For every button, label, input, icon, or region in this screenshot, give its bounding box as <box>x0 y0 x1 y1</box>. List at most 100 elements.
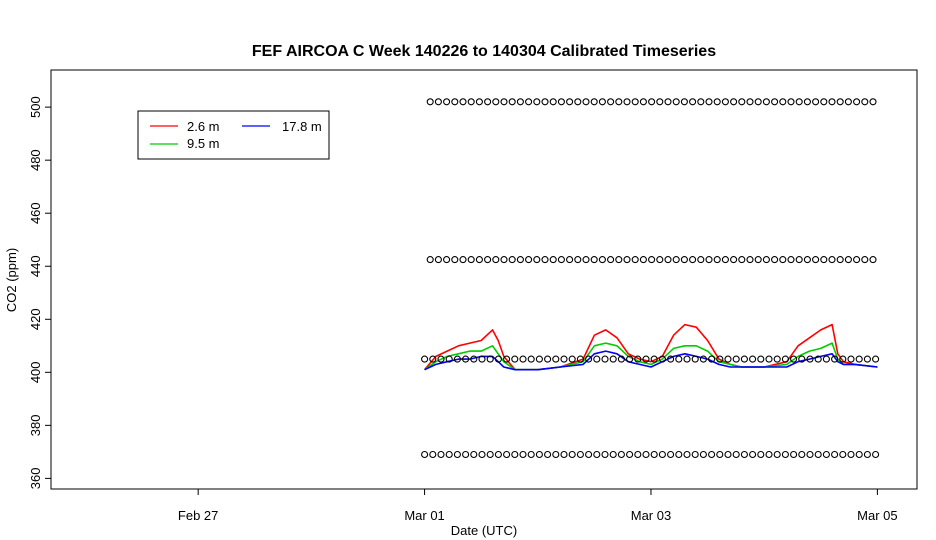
calibration-point <box>746 98 754 106</box>
calibration-point <box>475 98 483 106</box>
calibration-point <box>525 98 533 106</box>
calibration-point <box>500 98 508 106</box>
calibration-point <box>601 355 609 363</box>
calibration-point <box>648 98 656 106</box>
calibration-point <box>626 450 634 459</box>
calibration-point <box>568 355 576 363</box>
calibration-point <box>822 355 830 363</box>
calibration-point <box>574 256 582 264</box>
x-tick-label: Mar 01 <box>404 508 444 523</box>
legend-label-2.6m: 2.6 m <box>187 119 220 134</box>
calibration-point <box>585 355 593 363</box>
calibration-point <box>566 256 574 264</box>
calibration-point <box>795 98 803 106</box>
calibration-markers <box>421 98 880 459</box>
legend-box <box>137 110 330 160</box>
y-tick-label: 480 <box>28 149 43 171</box>
calibration-point <box>582 256 590 264</box>
calibration-point <box>795 256 803 264</box>
calibration-point <box>642 450 650 459</box>
calibration-point <box>462 450 470 459</box>
calibration-point <box>626 355 634 363</box>
calibration-point <box>754 98 762 106</box>
calibration-point <box>593 450 601 459</box>
calibration-point <box>475 256 483 264</box>
calibration-point <box>453 450 461 459</box>
calibration-point <box>541 256 549 264</box>
calibration-point <box>732 450 740 459</box>
legend-label-9.5m: 9.5 m <box>187 136 220 151</box>
y-axis: 360 380 400 420 440 460 480 500 <box>28 96 51 489</box>
calibration-point <box>609 450 617 459</box>
calibration-point <box>872 355 880 363</box>
calibration-point <box>552 355 560 363</box>
calibration-point <box>828 256 836 264</box>
calibration-point <box>705 98 713 106</box>
calibration-point <box>754 256 762 264</box>
calibration-point <box>699 450 707 459</box>
calibration-point <box>508 98 516 106</box>
calibration-point <box>863 355 871 363</box>
calibration-point <box>443 98 451 106</box>
calibration-point <box>689 256 697 264</box>
calibration-point <box>639 256 647 264</box>
calibration-point <box>494 355 502 363</box>
calibration-point <box>667 355 675 363</box>
calibration-point <box>609 355 617 363</box>
calibration-point <box>486 355 494 363</box>
calibration-point <box>566 98 574 106</box>
calibration-point <box>576 450 584 459</box>
calibration-point <box>533 256 541 264</box>
calibration-point <box>716 355 724 363</box>
calibration-point <box>519 355 527 363</box>
calibration-point <box>658 450 666 459</box>
legend: 2.6 m 9.5 m 17.8 m <box>137 110 330 160</box>
calibration-point <box>716 450 724 459</box>
calibration-point <box>544 355 552 363</box>
calibration-point <box>691 355 699 363</box>
calibration-point <box>708 450 716 459</box>
calibration-point <box>765 355 773 363</box>
calibration-point <box>738 256 746 264</box>
calibration-point <box>648 256 656 264</box>
calibration-point <box>623 98 631 106</box>
calibration-point <box>560 450 568 459</box>
calibration-point <box>814 450 822 459</box>
x-axis: Feb 27 Mar 01 Mar 03 Mar 05 <box>178 489 898 523</box>
calibration-point <box>617 355 625 363</box>
calibration-point <box>568 450 576 459</box>
calibration-point <box>437 355 445 363</box>
calibration-point <box>844 256 852 264</box>
calibration-point <box>683 450 691 459</box>
calibration-point <box>544 450 552 459</box>
calibration-point <box>853 98 861 106</box>
calibration-point <box>872 450 880 459</box>
calibration-point <box>650 450 658 459</box>
x-tick-label: Mar 05 <box>857 508 897 523</box>
calibration-point <box>787 256 795 264</box>
series-line-9.5m <box>424 342 878 371</box>
calibration-point <box>803 256 811 264</box>
calibration-point <box>492 98 500 106</box>
calibration-point <box>634 450 642 459</box>
calibration-point <box>470 355 478 363</box>
calibration-point <box>503 355 511 363</box>
calibration-point <box>831 355 839 363</box>
calibration-point <box>740 450 748 459</box>
calibration-point <box>503 450 511 459</box>
calibration-point <box>831 450 839 459</box>
calibration-point <box>779 98 787 106</box>
calibration-point <box>839 355 847 363</box>
calibration-point <box>519 450 527 459</box>
calibration-point <box>861 98 869 106</box>
calibration-point <box>484 256 492 264</box>
calibration-point <box>691 450 699 459</box>
calibration-point <box>721 98 729 106</box>
x-tick-label: Mar 03 <box>631 508 671 523</box>
plot-frame <box>50 69 918 490</box>
calibration-point <box>803 98 811 106</box>
calibration-point <box>697 98 705 106</box>
calibration-point <box>757 450 765 459</box>
calibration-point <box>631 256 639 264</box>
calibration-point <box>639 98 647 106</box>
